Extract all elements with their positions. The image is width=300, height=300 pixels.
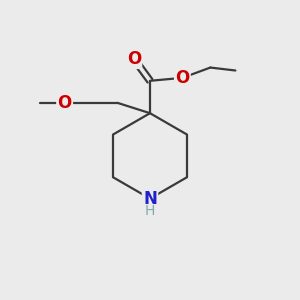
Text: N: N [143, 190, 157, 208]
Text: H: H [145, 204, 155, 218]
Text: O: O [127, 50, 141, 68]
Text: O: O [58, 94, 72, 112]
Text: O: O [175, 69, 190, 87]
